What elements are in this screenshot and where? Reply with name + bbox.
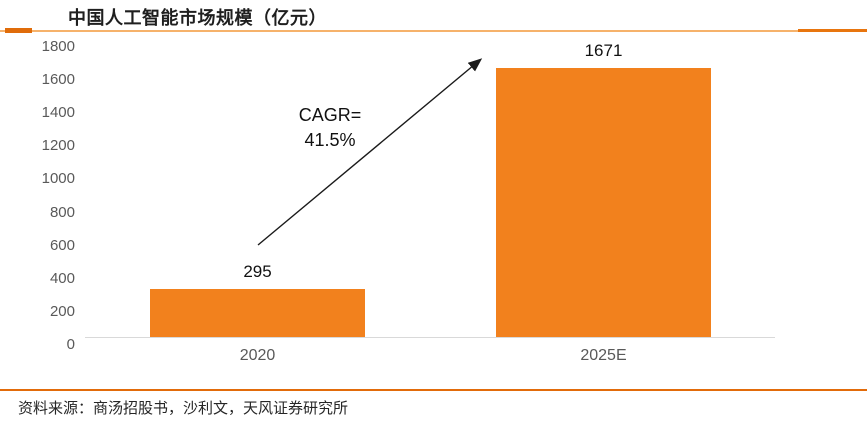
y-axis-tick-label: 1200 — [41, 137, 75, 155]
footer-rule — [0, 389, 867, 391]
cagr-annotation: CAGR= 41.5% — [280, 103, 380, 153]
y-axis-tick-label: 0 — [66, 335, 75, 353]
header-rule — [0, 30, 867, 32]
value-label-2025e: 1671 — [584, 41, 623, 60]
y-axis-tick-label: 200 — [49, 302, 75, 320]
bar-2020 — [150, 289, 365, 337]
y-axis-tick-label: 600 — [49, 236, 75, 254]
source-note: 资料来源：商汤招股书，沙利文，天风证券研究所 — [18, 400, 349, 417]
x-axis-label-2025e: 2025E — [580, 347, 627, 364]
y-axis-tick-label: 1400 — [41, 104, 75, 122]
value-label-2020: 295 — [243, 262, 272, 281]
y-axis: 1800 1600 1400 1200 1000 800 600 400 200… — [0, 39, 75, 353]
header-accent-left — [5, 28, 32, 33]
y-axis-tick-label: 800 — [49, 203, 75, 221]
x-axis-baseline — [85, 337, 775, 338]
x-axis-label-2020: 2020 — [239, 347, 276, 364]
y-axis-tick-label: 1000 — [41, 170, 75, 188]
bar-2025e — [496, 68, 711, 337]
y-axis-tick-label: 400 — [49, 269, 75, 287]
cagr-annotation-line2: 41.5% — [304, 130, 356, 150]
y-axis-tick-label: 1600 — [41, 71, 75, 89]
page-title: 中国人工智能市场规模（亿元） — [68, 8, 327, 28]
header-accent-right — [798, 29, 867, 32]
growth-arrow-icon — [257, 58, 483, 246]
cagr-annotation-line1: CAGR= — [298, 105, 362, 125]
y-axis-tick-label: 1800 — [41, 38, 75, 55]
